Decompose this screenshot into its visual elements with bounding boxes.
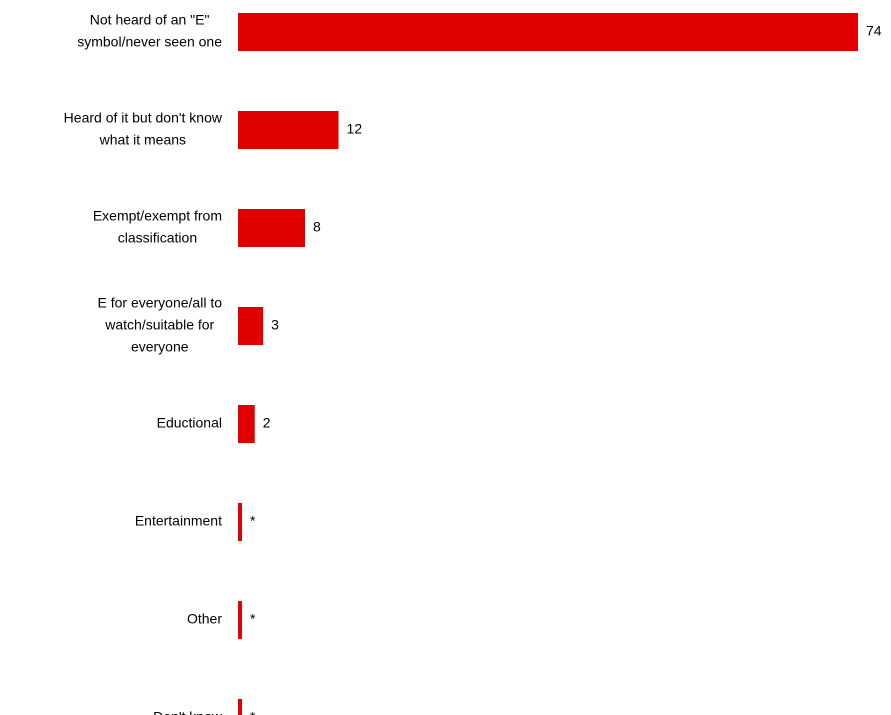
bar xyxy=(238,209,306,247)
category-label: Exempt/exempt from classification xyxy=(93,208,222,246)
category-label-line: what it means xyxy=(99,132,186,148)
value-labels-group: 74 12 8 3 2 * * * xyxy=(250,23,882,715)
data-label: 12 xyxy=(347,121,363,137)
category-label-line: watch/suitable for xyxy=(104,317,214,333)
category-label-line: classification xyxy=(118,230,197,246)
category-label-line: Exempt/exempt from xyxy=(93,208,222,224)
bar xyxy=(238,111,339,149)
category-label-line: Other xyxy=(187,611,222,627)
data-label: * xyxy=(250,513,256,529)
category-label-line: Heard of it but don't know xyxy=(64,110,223,126)
category-label: E for everyone/all to watch/suitable for e… xyxy=(97,295,222,355)
category-label-line: symbol/never seen one xyxy=(77,34,222,50)
bar xyxy=(238,699,242,715)
category-labels-group: Not heard of an "E" symbol/never seen one… xyxy=(64,12,223,715)
data-label: 8 xyxy=(313,219,321,235)
category-label-line: Not heard of an "E" xyxy=(90,12,210,28)
category-label-line: Eductional xyxy=(157,415,222,431)
data-label: 2 xyxy=(263,415,271,431)
bars-group xyxy=(238,13,858,715)
bar xyxy=(238,601,242,639)
data-label: * xyxy=(250,611,256,627)
category-label: Eductional xyxy=(157,415,222,431)
bar xyxy=(238,307,264,345)
bar xyxy=(238,13,858,51)
category-label: Other xyxy=(187,611,222,627)
data-label: 74 xyxy=(866,23,882,39)
data-label: * xyxy=(250,709,256,715)
category-label: Entertainment xyxy=(135,513,222,529)
category-label-line: Entertainment xyxy=(135,513,222,529)
bar xyxy=(238,503,242,541)
category-label: Heard of it but don't know what it means xyxy=(64,110,223,148)
category-label: Don't know xyxy=(153,709,223,715)
category-label-line: everyone xyxy=(131,339,189,355)
category-label-line: Don't know xyxy=(153,709,223,715)
data-label: 3 xyxy=(271,317,279,333)
bar xyxy=(238,405,255,443)
category-label-line: E for everyone/all to xyxy=(97,295,222,311)
category-label: Not heard of an "E" symbol/never seen one xyxy=(77,12,222,50)
